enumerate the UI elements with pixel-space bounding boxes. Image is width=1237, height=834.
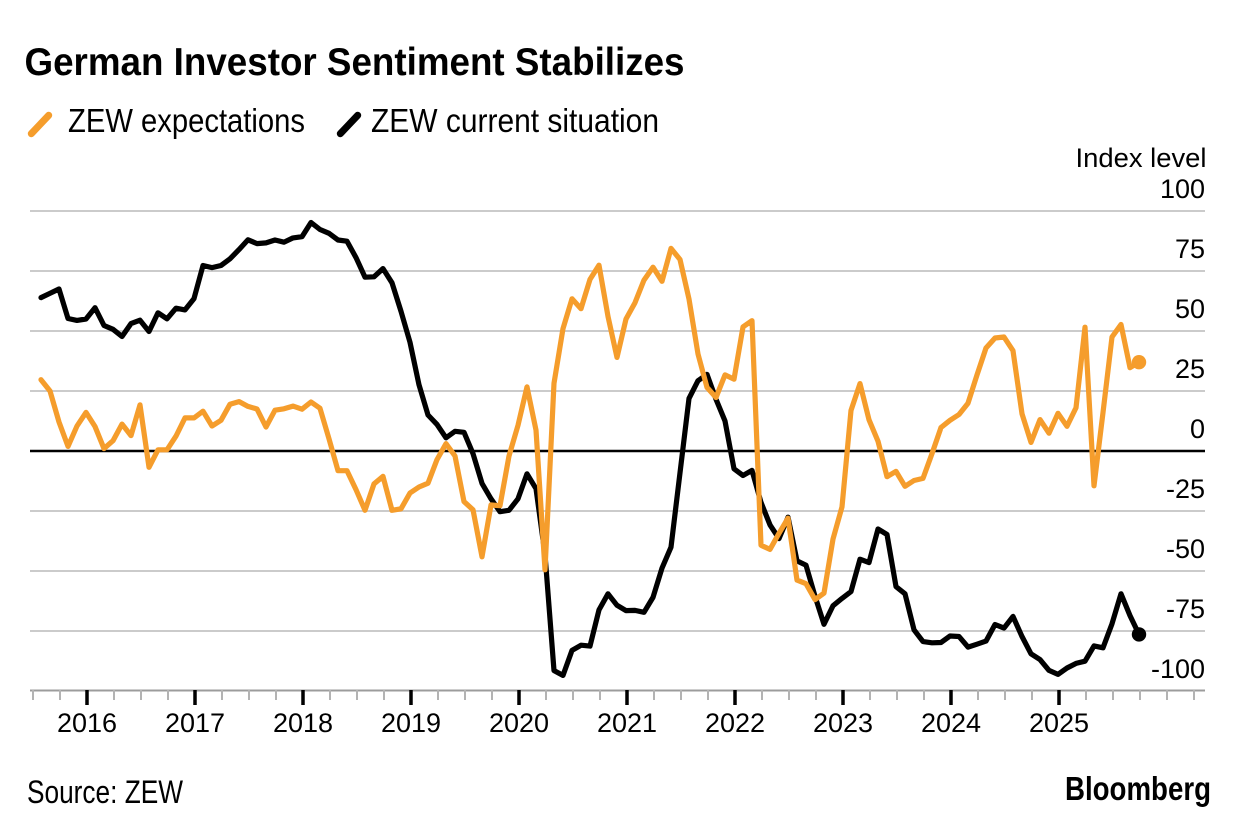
svg-text:-25: -25: [1166, 474, 1205, 504]
svg-text:2016: 2016: [57, 708, 117, 738]
svg-text:Index level: Index level: [1076, 143, 1207, 173]
svg-text:-75: -75: [1166, 594, 1205, 624]
svg-text:2024: 2024: [921, 708, 981, 738]
svg-text:2018: 2018: [273, 708, 333, 738]
svg-text:ZEW expectations: ZEW expectations: [68, 102, 305, 139]
svg-text:50: 50: [1175, 294, 1205, 324]
svg-text:German Investor Sentiment Stab: German Investor Sentiment Stabilizes: [25, 41, 685, 84]
svg-text:2022: 2022: [705, 708, 765, 738]
svg-text:2019: 2019: [381, 708, 441, 738]
svg-text:2021: 2021: [597, 708, 657, 738]
svg-text:2023: 2023: [813, 708, 873, 738]
svg-text:ZEW current situation: ZEW current situation: [371, 102, 659, 139]
svg-text:2025: 2025: [1029, 708, 1089, 738]
svg-text:Source: ZEW: Source: ZEW: [27, 774, 183, 810]
svg-text:0: 0: [1190, 414, 1205, 444]
svg-text:-50: -50: [1166, 534, 1205, 564]
svg-text:Bloomberg: Bloomberg: [1065, 771, 1211, 808]
svg-text:75: 75: [1175, 234, 1205, 264]
svg-text:25: 25: [1175, 354, 1205, 384]
svg-text:2017: 2017: [165, 708, 225, 738]
svg-text:100: 100: [1160, 174, 1205, 204]
svg-text:2020: 2020: [489, 708, 549, 738]
svg-text:-100: -100: [1151, 654, 1205, 684]
